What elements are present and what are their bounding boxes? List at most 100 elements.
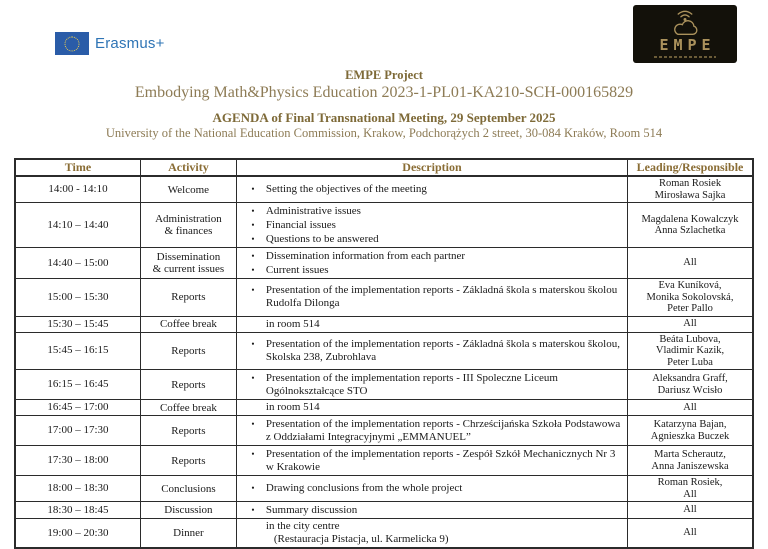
description-bullet-item: • Presentation of the implementation repo… — [240, 447, 624, 474]
activity-line: Coffee break — [159, 318, 217, 330]
cloud-wifi-icon — [674, 10, 698, 35]
description-text: Questions to be answered — [265, 232, 379, 245]
description-bullet-item: • Presentation of the implementation repo… — [240, 417, 624, 444]
leading-cell: Beáta Lubova, Vladimir Kazik, Peter Luba — [627, 331, 755, 370]
activity-line: Dinner — [173, 527, 204, 539]
description-text: Presentation of the implementation repor… — [265, 337, 620, 363]
table-row: 19:00 – 20:30 Dinner in the city centre (Re… — [13, 518, 755, 549]
bullet-icon: • — [251, 205, 255, 216]
description-bullet-item: • Current issues — [240, 263, 624, 277]
table-row: 14:10 – 14:40 Administration & finances • Ad… — [13, 202, 755, 248]
leading-name: All — [683, 504, 697, 516]
leading-name: Monika Sokolovská, — [646, 291, 734, 303]
activity-line: Discussion — [164, 504, 213, 516]
description-text: in the city centre — [265, 520, 340, 532]
description-bullet-item: • Financial issues — [240, 218, 624, 232]
activity-line: Dissemination — [156, 251, 221, 263]
activity-cell: Coffee break — [139, 399, 237, 416]
leading-cell: All — [627, 247, 755, 279]
empe-subtext-line — [654, 56, 716, 58]
activity-cell: Welcome — [139, 175, 237, 203]
description-text: (Restauracja Pistacja, ul. Karmelicka 9) — [273, 533, 449, 545]
column-header-leading: Leading/Responsible — [627, 158, 755, 177]
bullet-icon: • — [251, 504, 255, 515]
description-bullet-item: • Presentation of the implementation repo… — [240, 337, 624, 364]
leading-name: Mirosława Sajka — [654, 189, 726, 201]
leading-name: Eva Kuníková, — [658, 280, 722, 291]
time-cell: 16:15 – 16:45 — [13, 369, 141, 400]
description-bullet-item: • Administrative issues — [240, 204, 624, 218]
bullet-icon: • — [251, 483, 255, 493]
bullet-icon: • — [251, 233, 255, 244]
activity-cell: Reports — [139, 445, 237, 476]
leading-name: Roman Rosiek — [658, 178, 722, 189]
activity-line: & current issues — [152, 263, 225, 275]
description-bullet-item: • Drawing conclusions from the whole proj… — [240, 482, 624, 496]
description-text: Administrative issues — [265, 204, 361, 217]
leading-cell: Roman Rosiek, All — [627, 475, 755, 502]
time-cell: 15:45 – 16:15 — [13, 331, 141, 370]
description-bullet-item: • Questions to be answered — [240, 232, 624, 246]
description-cell: • Drawing conclusions from the whole proj… — [235, 475, 629, 502]
time-cell: 19:00 – 20:30 — [13, 518, 141, 549]
leading-name: All — [683, 527, 697, 539]
leading-name: Dariusz Wcisło — [657, 384, 723, 396]
description-cell: • Summary discussion — [235, 501, 629, 519]
activity-cell: Reports — [139, 415, 237, 446]
activity-cell: Discussion — [139, 501, 237, 519]
agenda-title: AGENDA of Final Transnational Meeting, 2… — [212, 110, 556, 125]
description-cell: • Administrative issues • Financial issues •… — [235, 202, 629, 248]
activity-line: Reports — [171, 378, 206, 391]
leading-cell: All — [627, 315, 755, 333]
project-code-line: Embodying Math&Physics Education 2023-1-… — [134, 84, 634, 101]
description-text: Presentation of the implementation repor… — [265, 371, 558, 397]
leading-name: Marta Scherautz, — [654, 449, 726, 460]
description-text: Setting the objectives of the meeting — [265, 183, 427, 195]
leading-name: Beáta Lubova, — [659, 333, 721, 345]
description-bullet-item: • Dissemination information from each par… — [240, 249, 624, 263]
time-cell: 17:00 – 17:30 — [13, 415, 141, 446]
leading-name: Anna Szlachetka — [654, 225, 726, 236]
bullet-icon: • — [251, 372, 255, 383]
bullet-icon: • — [251, 219, 255, 230]
column-header-activity: Activity — [139, 158, 237, 177]
time-cell: 18:00 – 18:30 — [13, 475, 141, 502]
bullet-icon: • — [251, 285, 255, 296]
bullet-icon: • — [251, 264, 255, 275]
time-cell: 18:30 – 18:45 — [13, 501, 141, 519]
table-row: 18:30 – 18:45 Discussion • Summary discussi… — [13, 501, 755, 519]
activity-cell: Coffee break — [139, 315, 237, 333]
description-bullet-item: • Presentation of the implementation repo… — [240, 284, 624, 311]
description-text: Current issues — [265, 263, 329, 276]
leading-name: All — [683, 257, 697, 269]
description-text: Presentation of the implementation repor… — [265, 417, 621, 443]
activity-cell: Reports — [139, 369, 237, 400]
leading-cell: Eva Kuníková, Monika Sokolovská, Peter Pal… — [627, 278, 755, 317]
bullet-icon: • — [251, 448, 255, 459]
table-row: 14:00 - 14:10 Welcome • Setting the objecti… — [13, 175, 755, 203]
activity-cell: Dinner — [139, 518, 237, 549]
leading-name: Agnieszka Buczek — [650, 430, 730, 442]
agenda-table: Time Activity Description Leading/Respon… — [13, 158, 755, 549]
description-bullet-item: • Setting the objectives of the meeting — [240, 183, 624, 197]
description-text: in room 514 — [265, 401, 320, 413]
leading-name: Peter Pallo — [667, 303, 713, 314]
table-row: 18:00 – 18:30 Conclusions • Drawing conclus… — [13, 475, 755, 502]
table-row: 17:30 – 18:00 Reports • Presentation of the… — [13, 445, 755, 476]
activity-line: Reports — [171, 291, 206, 304]
leading-cell: Magdalena Kowalczyk Anna Szlachetka — [627, 202, 755, 248]
table-row: 15:30 – 15:45 Coffee break in room 514 All — [13, 315, 755, 333]
time-cell: 14:40 – 15:00 — [13, 247, 141, 279]
activity-line: Administration — [155, 213, 222, 225]
leading-name: Anna Janiszewska — [651, 460, 729, 472]
table-row: 15:00 – 15:30 Reports • Presentation of the… — [13, 278, 755, 317]
leading-name: Aleksandra Graff, — [652, 373, 728, 384]
leading-cell: All — [627, 518, 755, 549]
column-header-description: Description — [235, 158, 629, 177]
eu-flag-icon — [55, 32, 89, 55]
erasmus-label: Erasmus+ — [95, 35, 165, 52]
leading-cell: Katarzyna Bajan, Agnieszka Buczek — [627, 415, 755, 446]
leading-name: Roman Rosiek, — [657, 477, 723, 488]
time-cell: 15:30 – 15:45 — [13, 315, 141, 333]
table-row: 16:45 – 17:00 Coffee break in room 514 All — [13, 399, 755, 416]
